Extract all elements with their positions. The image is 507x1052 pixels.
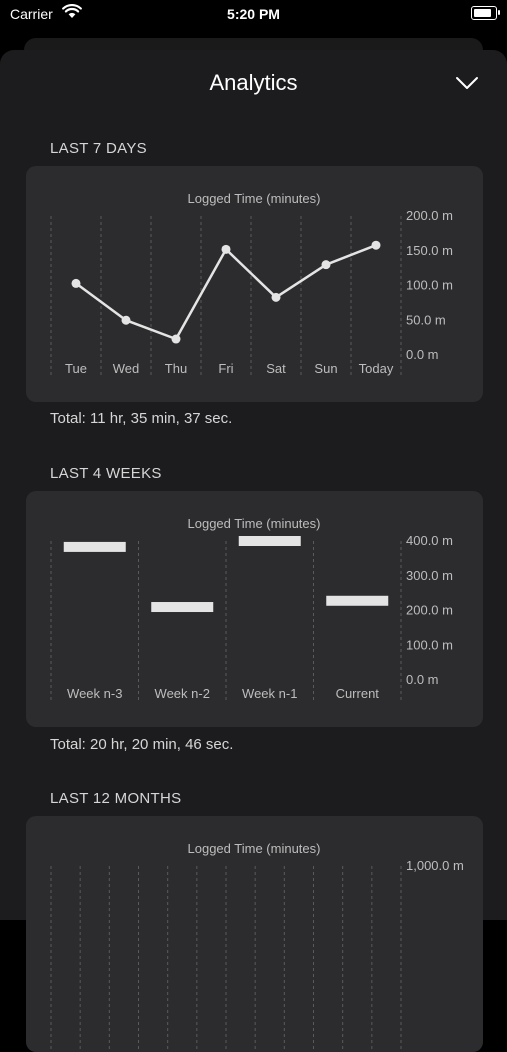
- data-point: [371, 240, 381, 250]
- section-label-last-4-weeks: LAST 4 WEEKS: [50, 465, 162, 482]
- x-tick-label: Sat: [266, 361, 286, 376]
- y-tick-label: 150.0 m: [406, 243, 453, 258]
- y-tick-label: 100.0 m: [406, 637, 453, 652]
- data-point: [271, 292, 281, 302]
- total-last-7-days: Total: 11 hr, 35 min, 37 sec.: [50, 410, 233, 427]
- chart-card-last-4-weeks: Logged Time (minutes) 0.0 m 100.0 m 200.0 m…: [26, 491, 483, 727]
- y-tick-label: 300.0 m: [406, 568, 453, 583]
- bar-mark: [326, 595, 389, 606]
- clock: 5:20 PM: [227, 6, 280, 22]
- chart-title: Logged Time (minutes): [188, 516, 321, 531]
- line-chart-last-7-days: Logged Time (minutes) 0.0 m 50.0 m 100.0 m 1…: [50, 191, 453, 376]
- data-point: [221, 244, 231, 254]
- carrier-label: Carrier: [10, 6, 53, 22]
- y-tick-label: 0.0 m: [406, 672, 439, 687]
- x-tick-label: Wed: [113, 361, 140, 376]
- section-label-last-12-months: LAST 12 MONTHS: [50, 790, 182, 807]
- wifi-icon: [62, 4, 82, 18]
- x-tick-label: Week n-3: [67, 686, 122, 701]
- data-point: [171, 334, 181, 344]
- bar-mark: [63, 541, 126, 552]
- y-tick-label: 200.0 m: [406, 208, 453, 223]
- bar-chart-last-12-months: Logged Time (minutes) 1,000.0 m: [50, 841, 464, 1052]
- y-tick-label: 1,000.0 m: [406, 858, 464, 873]
- status-bar: Carrier 5:20 PM: [0, 0, 507, 30]
- data-point: [121, 315, 131, 325]
- sheet-title: Analytics: [209, 70, 298, 95]
- x-tick-label: Week n-2: [155, 686, 210, 701]
- y-tick-label: 400.0 m: [406, 533, 453, 548]
- bar-mark: [238, 536, 301, 546]
- x-tick-label: Today: [359, 361, 394, 376]
- x-tick-label: Sun: [314, 361, 337, 376]
- x-tick-label: Week n-1: [242, 686, 297, 701]
- chevron-down-icon[interactable]: [455, 76, 479, 90]
- y-tick-label: 0.0 m: [406, 347, 439, 362]
- x-tick-label: Fri: [218, 361, 233, 376]
- section-label-last-7-days: LAST 7 DAYS: [50, 140, 147, 157]
- chart-title: Logged Time (minutes): [188, 841, 321, 856]
- x-tick-label: Current: [336, 686, 380, 701]
- data-point: [71, 278, 81, 288]
- data-point: [321, 260, 331, 270]
- y-tick-label: 200.0 m: [406, 603, 453, 618]
- y-tick-label: 50.0 m: [406, 312, 446, 327]
- y-tick-label: 100.0 m: [406, 278, 453, 293]
- x-tick-label: Thu: [165, 361, 187, 376]
- chart-card-last-12-months: Logged Time (minutes) 1,000.0 m: [26, 816, 483, 1052]
- bar-chart-last-4-weeks: Logged Time (minutes) 0.0 m 100.0 m 200.0 m…: [50, 516, 453, 701]
- x-tick-label: Tue: [65, 361, 87, 376]
- battery-icon: [471, 6, 500, 20]
- chart-title: Logged Time (minutes): [188, 191, 321, 206]
- bar-mark: [151, 602, 214, 613]
- total-last-4-weeks: Total: 20 hr, 20 min, 46 sec.: [50, 736, 234, 753]
- analytics-sheet: Analytics LAST 7 DAYS Logged Time (minut…: [0, 50, 507, 1052]
- chart-card-last-7-days: Logged Time (minutes) 0.0 m 50.0 m 100.0 m 1…: [26, 166, 483, 402]
- series-line: [75, 244, 377, 341]
